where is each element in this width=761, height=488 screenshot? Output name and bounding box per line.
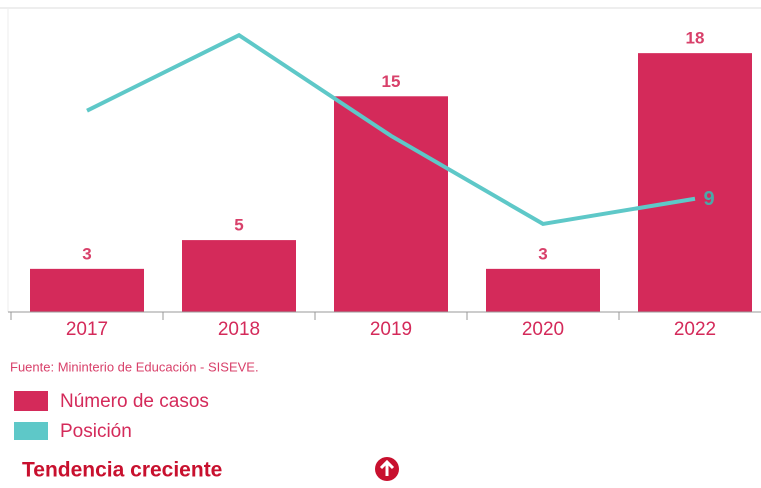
x-tick-label: 2019 [370, 319, 412, 340]
bar [486, 268, 600, 312]
bar [334, 96, 448, 313]
x-tick-label: 2017 [66, 319, 108, 340]
data-label: 18 [686, 29, 705, 48]
trend-label: Tendencia creciente [22, 459, 222, 482]
bar [638, 53, 752, 313]
legend-label: Posición [60, 421, 132, 442]
bar [182, 240, 296, 312]
bar [30, 268, 144, 312]
data-label: 3 [538, 244, 547, 263]
trend-icon [375, 457, 399, 481]
data-label: 5 [234, 216, 243, 235]
source-note: Fuente: Mininterio de Educación - SISEVE… [10, 359, 259, 374]
legend-label: Número de casos [60, 391, 209, 412]
x-tick-label: 2022 [674, 319, 716, 340]
legend-swatch [14, 391, 48, 411]
legend-swatch [14, 422, 48, 440]
x-tick-label: 2018 [218, 319, 260, 340]
x-tick-label: 2020 [522, 319, 564, 340]
data-label: 3 [82, 244, 91, 263]
line-data-label: 9 [703, 188, 714, 210]
line [86, 32, 696, 227]
data-label: 15 [382, 72, 401, 91]
